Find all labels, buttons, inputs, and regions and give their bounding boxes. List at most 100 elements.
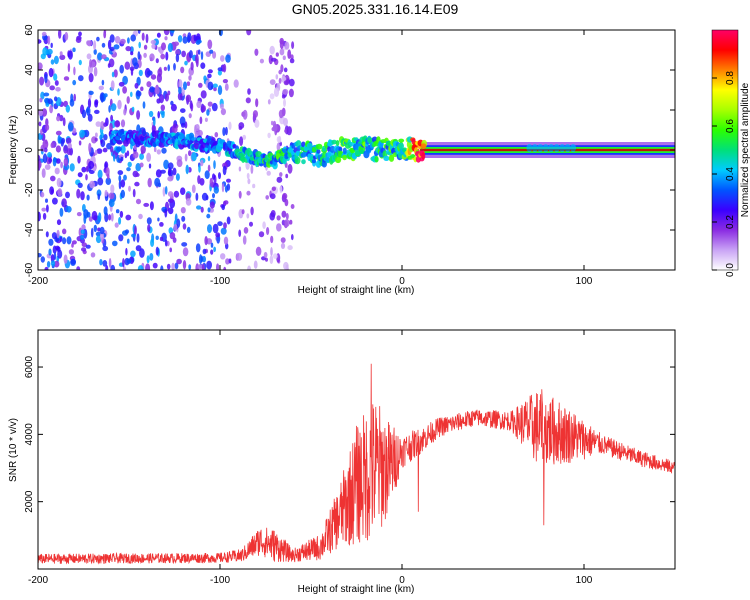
noise-blob <box>130 250 136 258</box>
noise-blob <box>160 104 165 111</box>
noise-blob <box>94 137 98 142</box>
noise-blob <box>226 183 231 191</box>
noise-blob <box>167 162 174 170</box>
noise-blob <box>126 37 130 44</box>
noise-blob <box>279 172 283 177</box>
noise-blob <box>146 255 150 264</box>
noise-blob <box>101 54 107 60</box>
noise-blob <box>44 266 49 270</box>
noise-blob <box>112 240 118 247</box>
noise-blob <box>103 122 108 127</box>
noise-blob <box>117 88 120 96</box>
noise-blob <box>178 86 182 95</box>
noise-blob <box>267 132 271 139</box>
ridge-blob <box>179 133 185 140</box>
noise-blob <box>83 214 87 225</box>
noise-blob <box>60 139 64 147</box>
noise-blob <box>176 258 182 265</box>
noise-blob <box>124 229 130 234</box>
snr-y-tick-label: 2000 <box>24 490 35 513</box>
noise-blob <box>50 42 53 49</box>
noise-blob <box>207 69 213 74</box>
noise-blob <box>207 224 212 234</box>
noise-blob <box>161 111 165 119</box>
noise-blob <box>170 103 177 112</box>
noise-blob <box>276 215 281 221</box>
noise-blob <box>247 178 251 185</box>
noise-blob <box>185 198 192 206</box>
noise-blob <box>81 247 87 252</box>
noise-blob <box>210 242 214 248</box>
noise-blob <box>59 51 63 56</box>
noise-blob <box>181 215 186 222</box>
noise-blob <box>215 232 221 238</box>
noise-blob <box>242 134 247 140</box>
noise-blob <box>137 30 141 34</box>
spectrogram-y-tick-label: -20 <box>24 182 35 197</box>
noise-blob <box>51 232 57 240</box>
noise-blob <box>86 194 90 201</box>
noise-blob <box>159 236 164 242</box>
noise-blob <box>120 119 126 128</box>
ridge-blob <box>410 154 416 159</box>
noise-blob <box>108 192 115 200</box>
noise-blob <box>187 32 192 42</box>
noise-blob <box>52 156 57 167</box>
noise-blob <box>184 121 188 129</box>
noise-blob <box>114 120 121 128</box>
noise-blob <box>77 172 83 178</box>
noise-blob <box>169 247 172 253</box>
noise-blob <box>279 48 285 56</box>
noise-blob <box>64 31 69 41</box>
noise-blob <box>175 53 180 63</box>
noise-blob <box>87 113 93 122</box>
noise-blob <box>276 176 283 183</box>
colorbar-tick-label: 0.8 <box>725 71 736 85</box>
noise-blob <box>167 191 174 197</box>
noise-blob <box>167 175 174 182</box>
noise-blob <box>118 81 125 87</box>
noise-blob <box>75 37 82 43</box>
noise-blob <box>222 79 228 84</box>
spectrogram-y-tick-label: 60 <box>24 24 35 36</box>
noise-blob <box>103 134 108 141</box>
noise-blob <box>278 69 283 75</box>
noise-blob <box>138 69 143 77</box>
noise-blob <box>164 36 168 41</box>
noise-blob <box>253 260 258 269</box>
noise-blob <box>39 97 43 103</box>
noise-blob <box>70 258 76 265</box>
noise-blob <box>193 34 197 42</box>
noise-blob <box>78 59 82 66</box>
noise-blob <box>136 110 141 120</box>
noise-blob <box>266 170 271 176</box>
noise-blob <box>211 102 218 112</box>
noise-blob <box>56 115 61 122</box>
noise-blob <box>41 168 46 179</box>
noise-blob <box>62 117 66 127</box>
noise-blob <box>97 177 104 186</box>
noise-blob <box>126 167 131 172</box>
noise-blob <box>130 91 133 98</box>
noise-blob <box>109 122 113 132</box>
noise-blob <box>171 125 178 133</box>
noise-blob <box>238 166 242 172</box>
noise-blob <box>73 66 76 76</box>
noise-blob <box>247 265 252 270</box>
noise-blob <box>86 211 91 218</box>
noise-blob <box>53 260 60 268</box>
snr-x-tick-label: -200 <box>28 575 48 586</box>
noise-blob <box>88 216 93 222</box>
noise-blob <box>67 122 74 132</box>
noise-blob <box>48 157 53 163</box>
noise-blob <box>40 128 43 136</box>
noise-blob <box>158 182 162 188</box>
noise-blob <box>200 206 204 213</box>
noise-blob <box>217 67 223 72</box>
ridge-blob <box>420 143 427 150</box>
noise-blob <box>59 236 63 243</box>
noise-blob <box>126 258 132 265</box>
noise-blob <box>275 74 279 80</box>
noise-blob <box>43 92 50 97</box>
snr-x-tick-label: 100 <box>576 575 593 586</box>
